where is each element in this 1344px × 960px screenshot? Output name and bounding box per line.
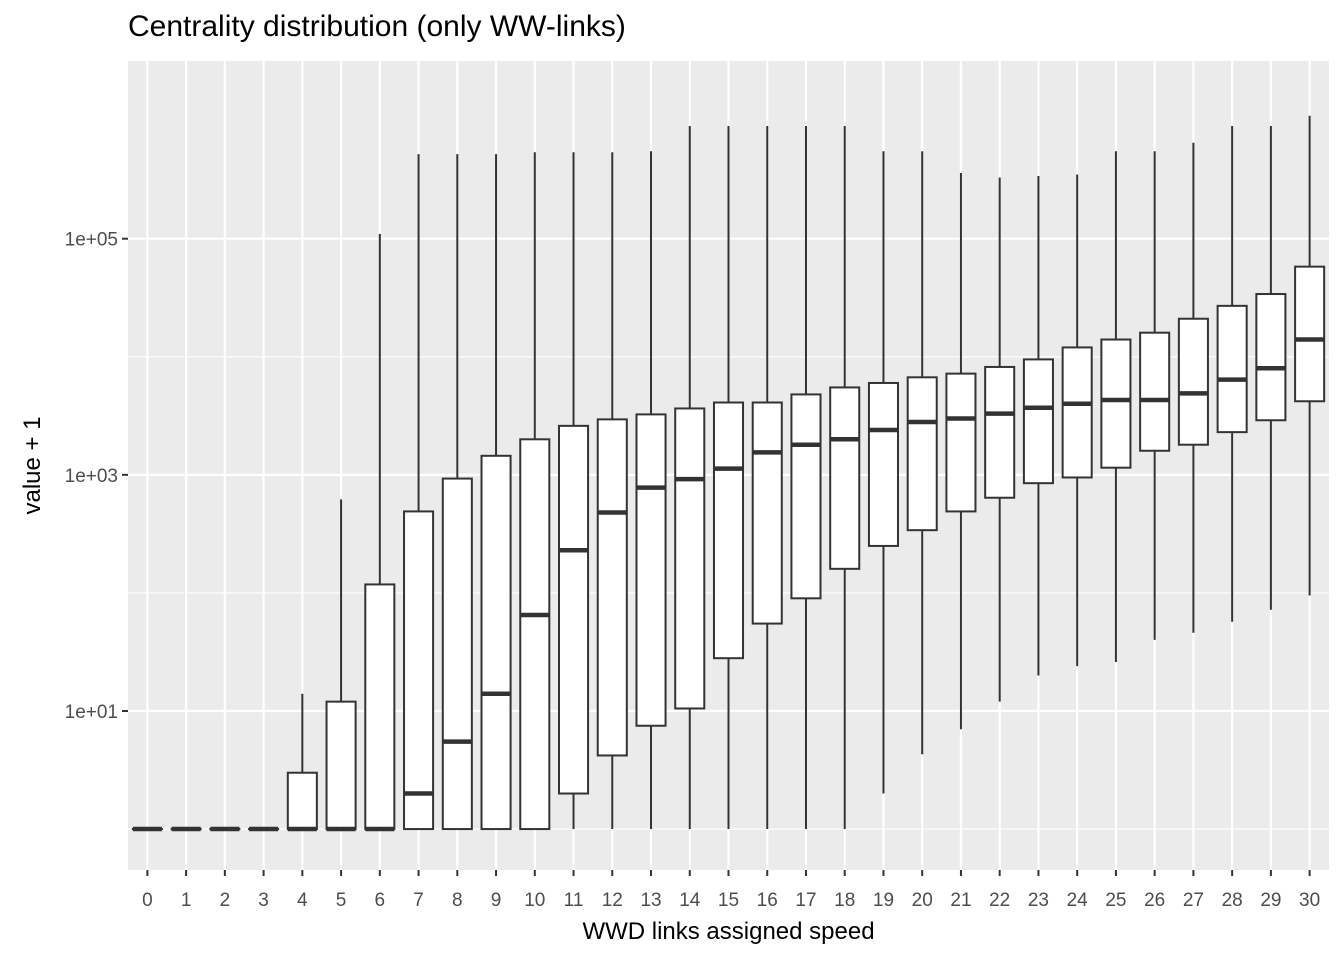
x-axis-title: WWD links assigned speed <box>582 918 874 945</box>
x-tick-label: 18 <box>834 890 855 911</box>
x-tick-label: 12 <box>602 890 623 911</box>
box-28 <box>1216 126 1248 622</box>
box-23 <box>1022 175 1054 676</box>
box-series <box>131 115 1326 832</box>
box-iqr <box>403 510 435 831</box>
box-27 <box>1177 142 1209 633</box>
x-tick-label: 15 <box>718 890 739 911</box>
box-5 <box>325 499 357 832</box>
box-iqr <box>480 454 512 831</box>
x-tick-label: 1 <box>181 890 192 911</box>
box-iqr <box>945 372 977 513</box>
box-iqr <box>519 438 551 831</box>
x-tick-label: 24 <box>1067 890 1089 911</box>
box-19 <box>867 151 899 794</box>
chart-title: Centrality distribution (only WW-links) <box>128 10 626 43</box>
x-tick-label: 25 <box>1105 890 1126 911</box>
box-6 <box>364 233 396 832</box>
box-16 <box>751 126 783 830</box>
box-iqr <box>1255 293 1287 422</box>
box-22 <box>984 177 1016 702</box>
x-tick-label: 4 <box>297 890 308 911</box>
x-tick-label: 20 <box>912 890 933 911</box>
y-axis: 1e+01 1e+03 1e+05 <box>65 230 128 723</box>
box-18 <box>829 126 861 830</box>
x-tick-label: 10 <box>524 890 545 911</box>
box-iqr <box>1022 358 1054 485</box>
box-14 <box>674 126 706 830</box>
box-11 <box>558 152 590 830</box>
x-tick-label: 30 <box>1299 890 1320 911</box>
x-tick-label: 26 <box>1144 890 1165 911</box>
x-tick-label: 19 <box>873 890 894 911</box>
box-iqr <box>441 477 473 831</box>
y-axis-title: value + 1 <box>19 416 46 514</box>
box-29 <box>1255 126 1287 610</box>
box-15 <box>712 126 745 830</box>
x-tick-label: 8 <box>452 890 463 911</box>
box-25 <box>1100 151 1132 662</box>
box-iqr <box>1216 304 1248 434</box>
box-iqr <box>829 386 861 570</box>
x-tick-label: 6 <box>375 890 386 911</box>
x-tick-label: 22 <box>989 890 1010 911</box>
box-iqr <box>558 424 590 795</box>
box-10 <box>519 152 551 831</box>
x-tick-label: 11 <box>564 890 584 911</box>
box-iqr <box>364 583 396 831</box>
x-tick-label: 14 <box>679 890 701 911</box>
box-iqr <box>790 393 822 600</box>
x-tick-label: 23 <box>1028 890 1049 911</box>
box-iqr <box>1139 331 1171 452</box>
x-tick-label: 9 <box>491 890 502 911</box>
box-iqr <box>1061 346 1093 479</box>
box-iqr <box>712 401 745 660</box>
box-20 <box>906 151 938 755</box>
x-tick-label: 28 <box>1222 890 1243 911</box>
box-30 <box>1294 115 1326 596</box>
box-iqr <box>984 365 1016 499</box>
box-21 <box>945 173 977 730</box>
x-tick-label: 13 <box>640 890 661 911</box>
x-tick-label: 21 <box>950 890 971 911</box>
y-tick-label: 1e+03 <box>65 466 118 487</box>
box-iqr <box>1294 265 1326 403</box>
box-8 <box>441 154 473 831</box>
box-13 <box>635 151 667 830</box>
box-26 <box>1139 151 1171 640</box>
y-tick-label: 1e+05 <box>65 230 118 251</box>
x-tick-label: 17 <box>795 890 816 911</box>
box-17 <box>790 126 822 830</box>
x-tick-label: 7 <box>413 890 424 911</box>
box-4 <box>286 693 318 832</box>
box-iqr <box>596 418 628 757</box>
box-7 <box>403 154 435 831</box>
box-iqr <box>1177 317 1209 446</box>
box-iqr <box>906 376 938 532</box>
y-tick-label: 1e+01 <box>65 702 118 723</box>
box-24 <box>1061 174 1093 667</box>
x-tick-label: 27 <box>1183 890 1204 911</box>
x-tick-label: 0 <box>142 890 153 911</box>
box-iqr <box>867 381 899 547</box>
box-iqr <box>1100 338 1132 469</box>
box-iqr <box>325 700 357 831</box>
box-iqr <box>674 407 706 710</box>
x-tick-label: 29 <box>1260 890 1281 911</box>
x-axis: 0 1 2 3 4 5 6 7 8 9 10 11 12 13 14 15 16 17 18 19 20 21 22 23 24… <box>142 870 1320 911</box>
box-12 <box>596 152 628 830</box>
box-iqr <box>286 771 318 831</box>
box-9 <box>480 154 512 831</box>
box-iqr <box>635 413 667 727</box>
x-tick-label: 5 <box>336 890 347 911</box>
x-tick-label: 16 <box>757 890 778 911</box>
x-tick-label: 3 <box>258 890 269 911</box>
box-iqr <box>751 401 783 625</box>
x-tick-label: 2 <box>220 890 231 911</box>
